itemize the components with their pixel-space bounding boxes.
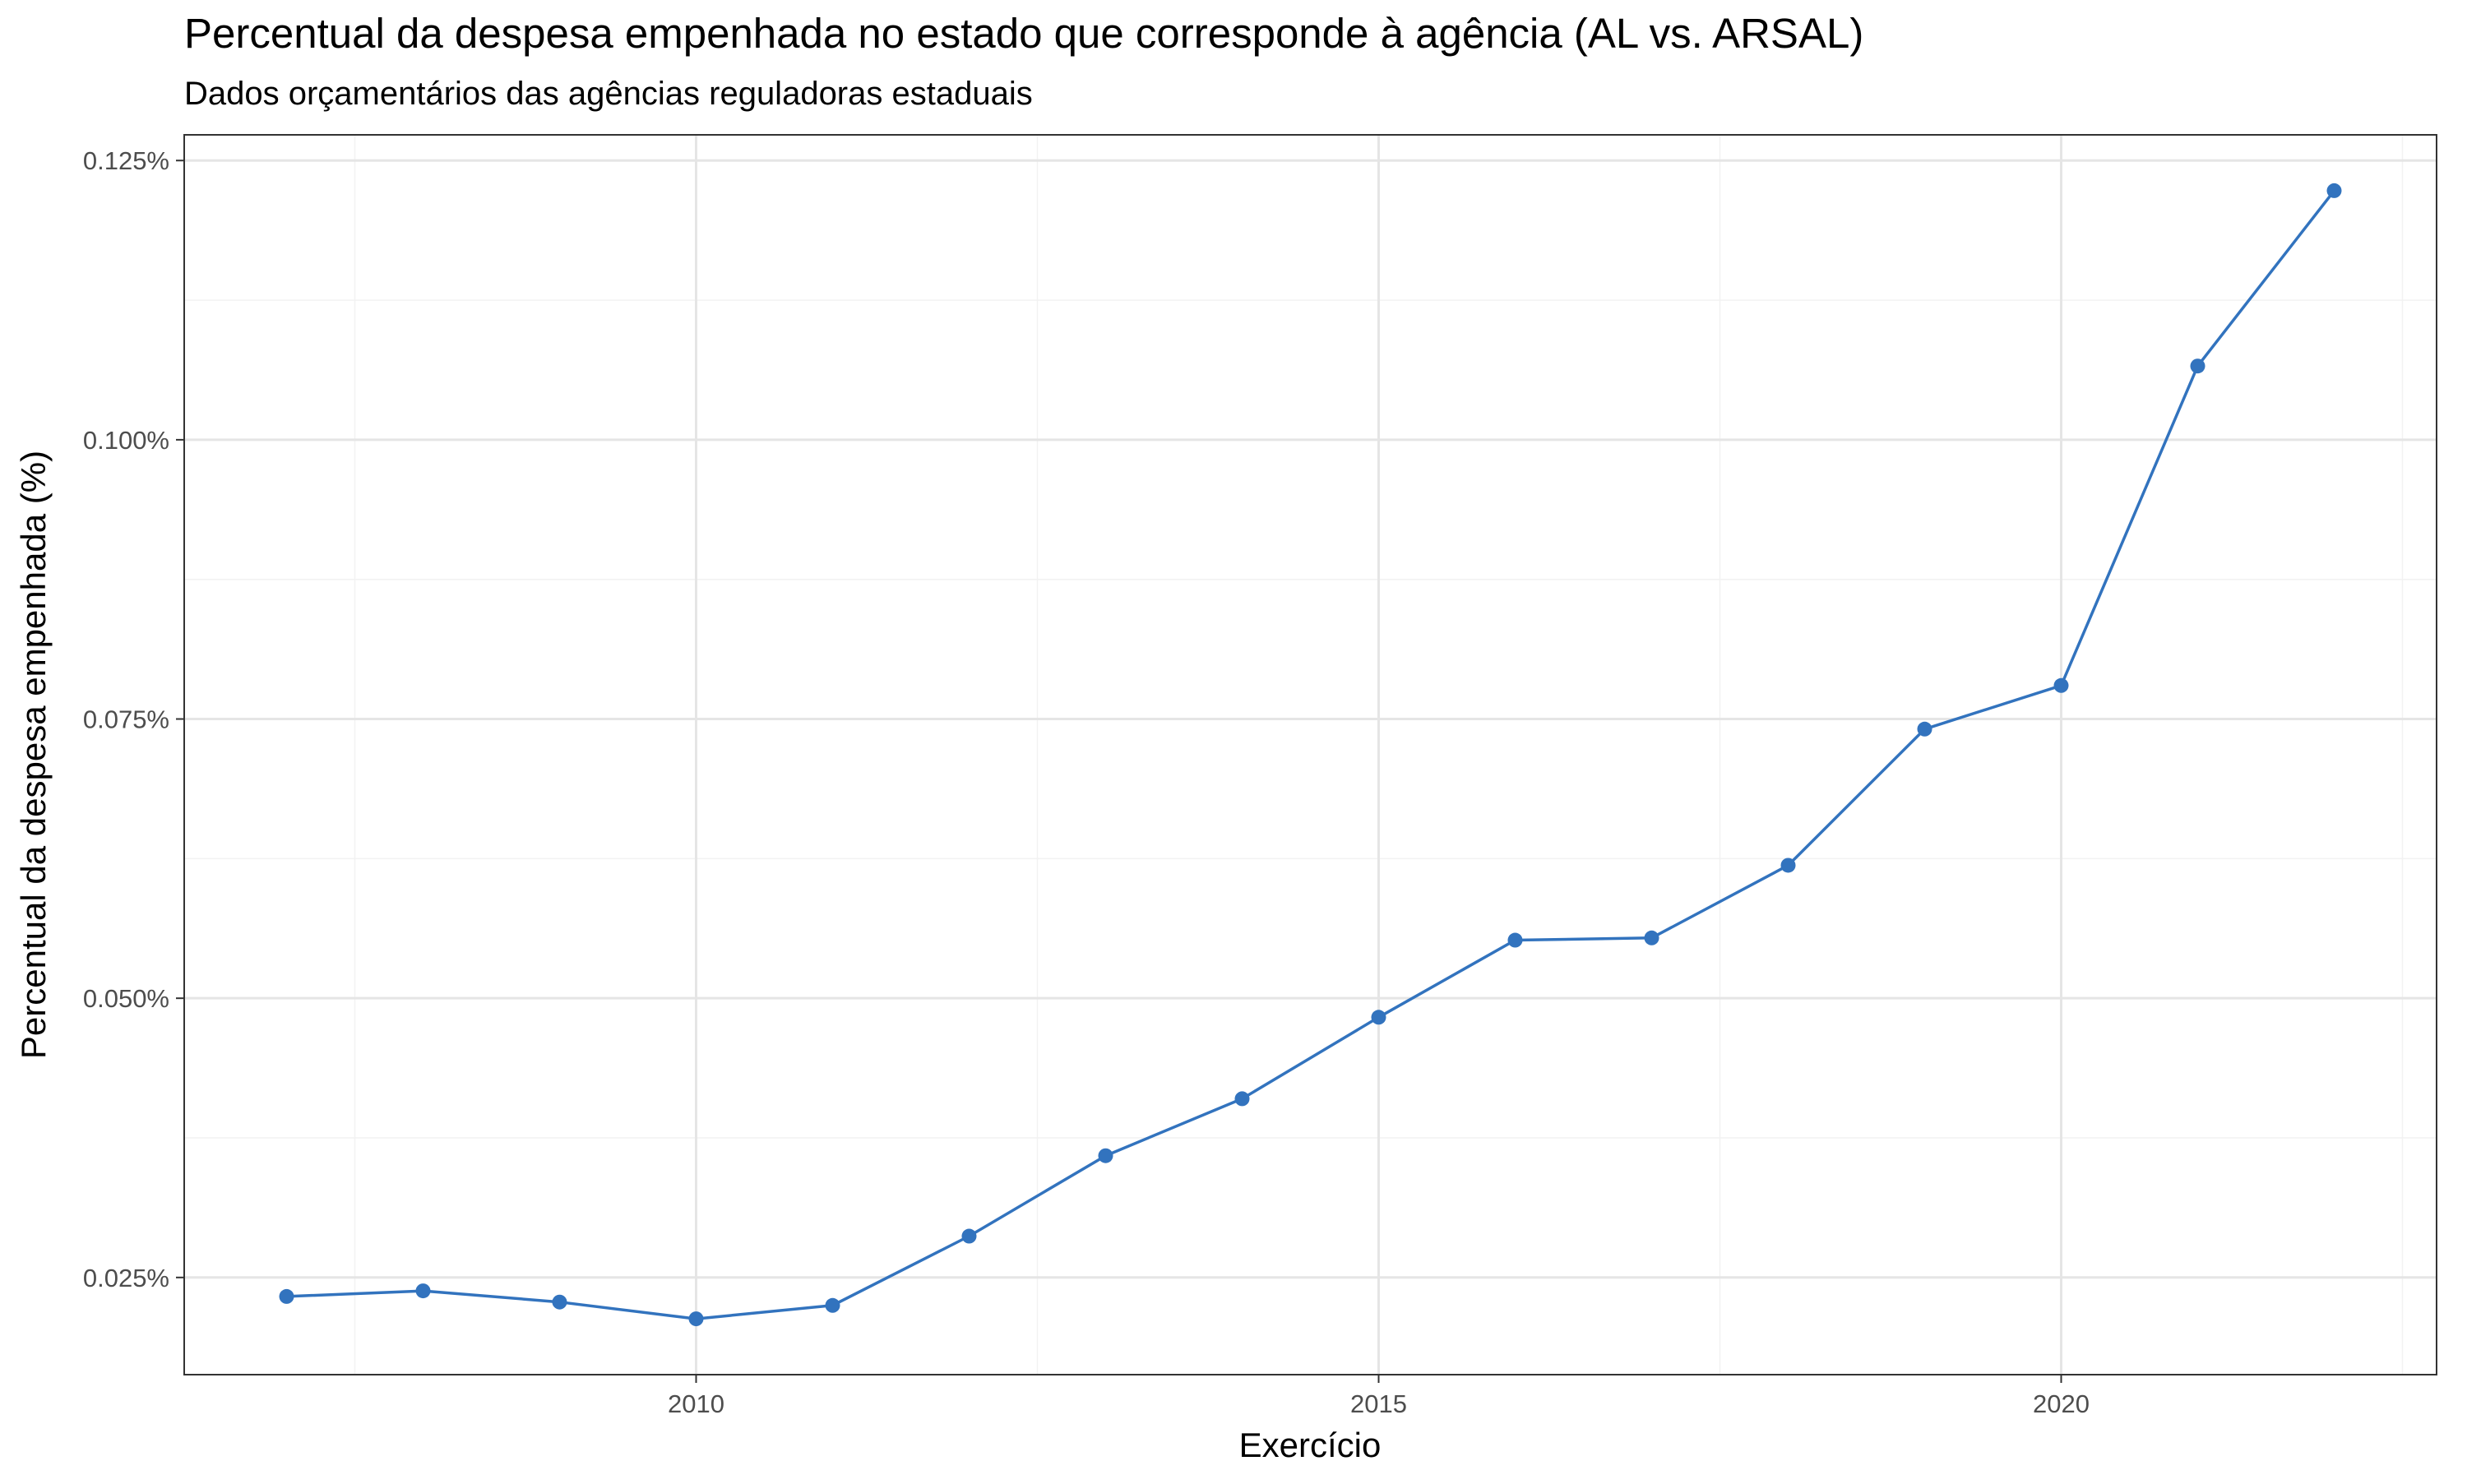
data-point [825,1297,840,1313]
y-tick-label: 0.025% [83,1264,169,1292]
data-point [279,1288,294,1304]
data-point [1234,1091,1250,1107]
data-point [1098,1148,1113,1163]
data-point [2190,358,2205,374]
y-tick-label: 0.125% [83,146,169,175]
data-point [2053,677,2069,693]
data-point [2326,183,2342,198]
y-axis: 0.025% 0.050% 0.075% 0.100% 0.125% [83,146,184,1292]
data-points [279,183,2342,1327]
y-tick-label: 0.075% [83,705,169,734]
data-point [415,1283,431,1299]
series-line [286,189,2335,1320]
y-axis-label: Percentual da despesa empenhada (%) [14,451,53,1059]
y-tick-label: 0.100% [83,426,169,455]
x-tick-label: 2010 [668,1389,724,1418]
chart-subtitle: Dados orçamentários das agências regulad… [184,76,1033,112]
data-point [1780,858,1796,873]
data-point [1644,930,1659,945]
panel-border [183,134,2437,1375]
data-point [1917,721,1932,737]
series-layer [286,189,2335,1320]
x-axis-label: Exercício [1239,1426,1382,1464]
y-tick-label: 0.050% [83,984,169,1013]
x-tick-label: 2015 [1350,1389,1407,1418]
data-point [1507,932,1523,948]
chart-title: Percentual da despesa empenhada no estad… [184,10,1863,57]
data-point [961,1228,977,1244]
data-point [552,1294,567,1310]
major-gridlines [184,135,2437,1375]
x-axis: 2010 2015 2020 [668,1375,2090,1418]
data-point [688,1311,704,1327]
data-point [1371,1010,1386,1025]
x-tick-label: 2020 [2033,1389,2090,1418]
